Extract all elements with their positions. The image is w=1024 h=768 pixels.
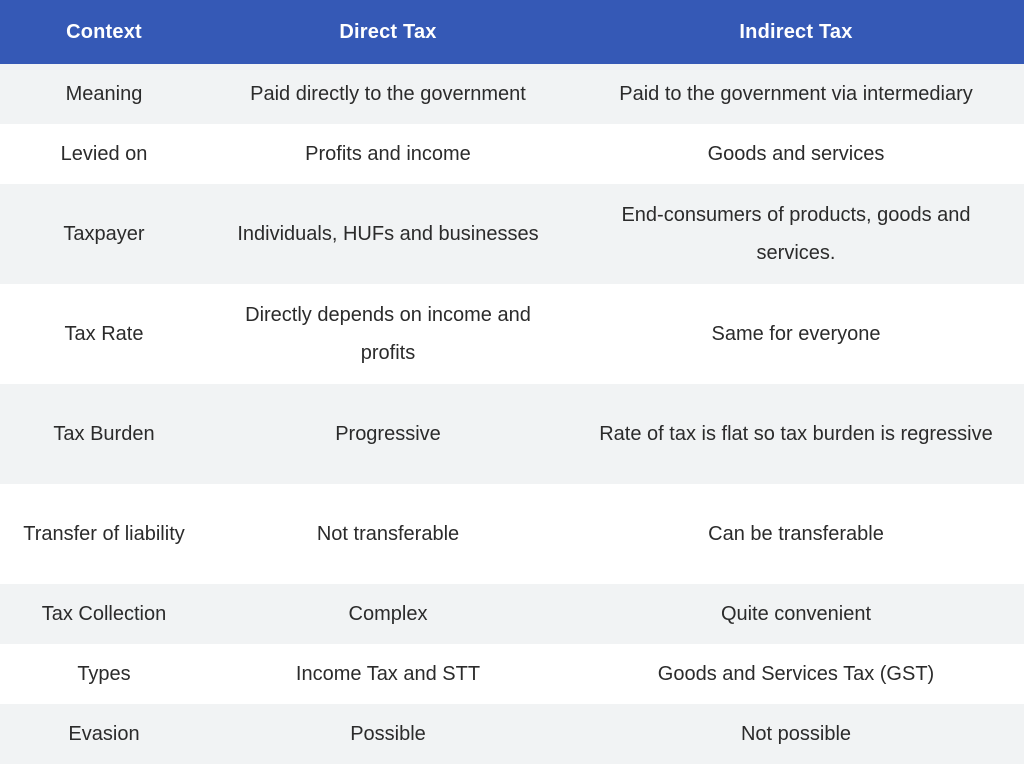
- context-cell: Tax Collection: [0, 584, 208, 644]
- table-row: Levied on Profits and income Goods and s…: [0, 124, 1024, 184]
- table-row: Tax Rate Directly depends on income and …: [0, 284, 1024, 384]
- table-row: Evasion Possible Not possible: [0, 704, 1024, 764]
- context-cell: Types: [0, 644, 208, 704]
- table-body: Meaning Paid directly to the government …: [0, 64, 1024, 764]
- direct-tax-cell: Income Tax and STT: [208, 644, 568, 704]
- indirect-tax-cell: Rate of tax is flat so tax burden is reg…: [568, 384, 1024, 484]
- table-row: Meaning Paid directly to the government …: [0, 64, 1024, 124]
- direct-tax-cell: Complex: [208, 584, 568, 644]
- table-row: Transfer of liability Not transferable C…: [0, 484, 1024, 584]
- table-row: Types Income Tax and STT Goods and Servi…: [0, 644, 1024, 704]
- direct-tax-cell: Paid directly to the government: [208, 64, 568, 124]
- column-header-context: Context: [0, 0, 208, 64]
- direct-tax-cell: Progressive: [208, 384, 568, 484]
- direct-tax-cell: Individuals, HUFs and businesses: [208, 184, 568, 284]
- indirect-tax-cell: Can be transferable: [568, 484, 1024, 584]
- indirect-tax-cell: Quite convenient: [568, 584, 1024, 644]
- table-header: Context Direct Tax Indirect Tax: [0, 0, 1024, 64]
- indirect-tax-cell: Paid to the government via intermediary: [568, 64, 1024, 124]
- direct-tax-cell: Not transferable: [208, 484, 568, 584]
- indirect-tax-cell: Goods and Services Tax (GST): [568, 644, 1024, 704]
- indirect-tax-cell: Not possible: [568, 704, 1024, 764]
- context-cell: Meaning: [0, 64, 208, 124]
- table-row: Taxpayer Individuals, HUFs and businesse…: [0, 184, 1024, 284]
- indirect-tax-cell: Same for everyone: [568, 284, 1024, 384]
- context-cell: Levied on: [0, 124, 208, 184]
- direct-tax-cell: Profits and income: [208, 124, 568, 184]
- direct-tax-cell: Directly depends on income and profits: [208, 284, 568, 384]
- table-row: Tax Collection Complex Quite convenient: [0, 584, 1024, 644]
- context-cell: Evasion: [0, 704, 208, 764]
- table-row: Tax Burden Progressive Rate of tax is fl…: [0, 384, 1024, 484]
- header-row: Context Direct Tax Indirect Tax: [0, 0, 1024, 64]
- context-cell: Transfer of liability: [0, 484, 208, 584]
- indirect-tax-cell: End-consumers of products, goods and ser…: [568, 184, 1024, 284]
- context-cell: Tax Burden: [0, 384, 208, 484]
- column-header-direct-tax: Direct Tax: [208, 0, 568, 64]
- context-cell: Taxpayer: [0, 184, 208, 284]
- context-cell: Tax Rate: [0, 284, 208, 384]
- direct-tax-cell: Possible: [208, 704, 568, 764]
- column-header-indirect-tax: Indirect Tax: [568, 0, 1024, 64]
- indirect-tax-cell: Goods and services: [568, 124, 1024, 184]
